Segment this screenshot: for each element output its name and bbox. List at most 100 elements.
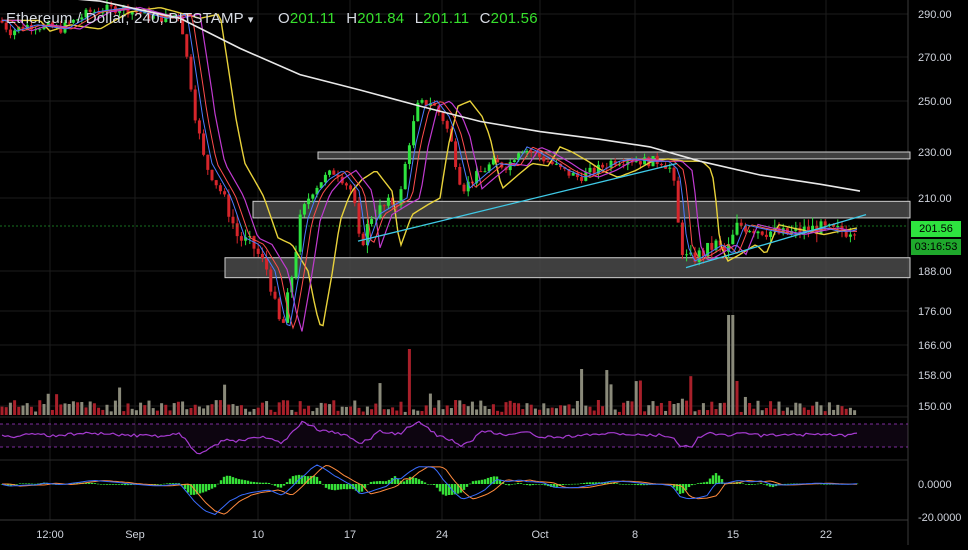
macd-hist-bar xyxy=(420,480,424,484)
macd-hist-bar xyxy=(330,484,334,490)
volume-bar xyxy=(160,403,164,415)
macd-hist-bar xyxy=(534,484,538,485)
candle-body xyxy=(281,319,285,323)
macd-hist-bar xyxy=(186,484,190,493)
candle-body xyxy=(277,298,281,320)
volume-bar xyxy=(176,401,180,415)
macd-hist-bar xyxy=(750,484,754,485)
candle-body xyxy=(445,121,449,129)
volume-bar xyxy=(256,407,260,415)
support-zone-3 xyxy=(224,257,911,279)
macd-hist-bar xyxy=(207,484,211,491)
candle-body xyxy=(588,167,592,173)
macd-hist-bar xyxy=(408,476,412,484)
candle-body xyxy=(441,112,445,122)
volume-bar xyxy=(848,407,852,415)
macd-hist-bar xyxy=(591,482,595,484)
macd-hist-bar xyxy=(228,475,232,484)
volume-bar xyxy=(630,401,634,415)
volume-bar xyxy=(672,404,676,415)
macd-hist-bar xyxy=(615,483,619,484)
candle-body xyxy=(764,234,768,237)
macd-hist-bar xyxy=(753,484,757,485)
volume-bar xyxy=(323,403,327,415)
volume-bar xyxy=(412,409,416,415)
volume-bar xyxy=(853,410,857,415)
candle-body xyxy=(743,225,747,232)
volume-bar xyxy=(105,404,109,415)
candle-body xyxy=(88,9,92,12)
volume-bar xyxy=(294,411,298,415)
candle-body xyxy=(668,167,672,169)
volume-bar xyxy=(252,408,256,415)
candle-body xyxy=(126,6,130,15)
macd-hist-bar xyxy=(681,484,685,494)
macd-hist-bar xyxy=(696,483,700,484)
macd-hist-bar xyxy=(612,482,616,484)
volume-bar xyxy=(332,400,336,415)
volume-bar xyxy=(815,401,819,415)
macd-hist-bar xyxy=(24,483,28,485)
macd-hist-bar xyxy=(621,484,625,485)
candle-body xyxy=(659,164,663,166)
macd-hist-bar xyxy=(303,475,307,484)
candle-body xyxy=(420,100,424,103)
symbol-title[interactable]: Ethereum / Dollar, 240, BITSTAMP xyxy=(6,10,244,27)
candle-body xyxy=(160,14,164,23)
macd-hist-bar xyxy=(555,484,559,487)
candle-body xyxy=(806,226,810,232)
macd-hist-bar xyxy=(747,484,751,485)
candle-body xyxy=(458,166,462,185)
volume-bar xyxy=(437,400,441,415)
volume-bar xyxy=(55,394,59,415)
candle-body xyxy=(353,189,357,204)
macd-hist-bar xyxy=(354,484,358,491)
candle-body xyxy=(491,159,495,165)
candle-body xyxy=(80,17,84,20)
volume-bar xyxy=(4,407,8,415)
macd-hist-bar xyxy=(126,484,130,486)
candle-body xyxy=(752,231,756,234)
macd-hist-bar xyxy=(483,479,487,484)
macd-hist-bar xyxy=(309,475,313,484)
volume-bar xyxy=(701,403,705,415)
volume-bar xyxy=(790,410,794,415)
macd-hist-bar xyxy=(447,484,451,495)
macd-hist-bar xyxy=(321,484,325,485)
low-value: 201.11 xyxy=(423,10,470,27)
candle-body xyxy=(4,22,8,30)
macd-hist-bar xyxy=(513,483,517,485)
volume-bar xyxy=(340,406,344,415)
volume-bar xyxy=(462,404,466,415)
candle-body xyxy=(134,11,138,13)
macd-hist-bar xyxy=(588,482,592,484)
macd-hist-bar xyxy=(108,484,112,485)
volume-bar xyxy=(840,406,844,415)
macd-hist-bar xyxy=(744,484,748,485)
volume-bar xyxy=(386,409,390,415)
volume-bar xyxy=(17,406,21,415)
candle-body xyxy=(538,152,542,157)
candle-body xyxy=(697,250,701,263)
candle-body xyxy=(475,171,479,184)
volume-bar xyxy=(512,402,516,415)
candle-body xyxy=(46,22,50,26)
volume-bar xyxy=(311,411,315,415)
volume-bar xyxy=(403,411,407,415)
macd-hist-bar xyxy=(201,484,205,493)
candle-body xyxy=(546,161,550,163)
macd-hist-bar xyxy=(36,483,40,485)
candle-body xyxy=(525,150,529,153)
volume-bar xyxy=(235,405,239,415)
volume-bar xyxy=(735,380,739,415)
volume-bar xyxy=(638,380,642,415)
macd-hist-bar xyxy=(486,477,490,484)
candle-body xyxy=(386,197,390,206)
volume-bar xyxy=(223,384,227,415)
high-value: 201.84 xyxy=(357,10,405,27)
macd-hist-bar xyxy=(369,481,373,484)
chevron-down-icon[interactable]: ▾ xyxy=(247,14,254,26)
macd-hist-bar xyxy=(396,478,400,484)
candle-body xyxy=(424,100,428,106)
candle-body xyxy=(71,19,75,23)
